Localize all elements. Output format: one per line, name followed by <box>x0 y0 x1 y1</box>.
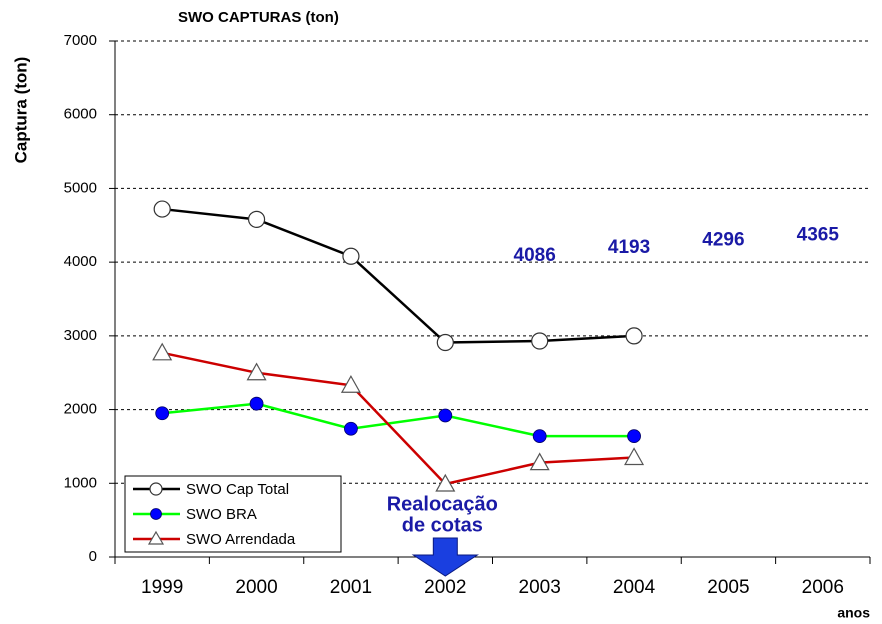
y-tick-label: 0 <box>89 548 97 565</box>
series-line <box>161 351 635 486</box>
annotation-value: 4296 <box>702 229 744 250</box>
point <box>436 333 454 352</box>
point <box>529 452 550 471</box>
point <box>625 327 643 345</box>
point <box>153 200 171 218</box>
point <box>435 473 456 492</box>
y-tick-label: 4000 <box>64 253 97 270</box>
legend-label: SWO Arrendada <box>186 531 296 548</box>
point <box>247 210 266 228</box>
x-axis-label: anos <box>837 605 870 621</box>
callout-text: Realocação <box>387 493 498 515</box>
x-tick-label: 2005 <box>707 577 749 598</box>
legend-marker <box>147 530 165 545</box>
series-line <box>162 207 635 344</box>
legend-marker <box>149 482 163 496</box>
y-axis-label: Captura (ton) <box>11 57 30 164</box>
chart-title: SWO CAPTURAS (ton) <box>178 9 339 26</box>
x-tick-label: 2003 <box>519 577 561 598</box>
y-tick-label: 1000 <box>64 474 97 491</box>
point <box>340 375 361 393</box>
point <box>531 332 549 350</box>
x-tick-label: 2000 <box>235 577 277 598</box>
y-tick-label: 7000 <box>64 32 97 49</box>
point <box>627 429 641 444</box>
point <box>246 362 267 381</box>
point <box>342 247 360 265</box>
point <box>532 429 547 444</box>
point <box>438 408 453 423</box>
y-tick-label: 2000 <box>64 401 97 418</box>
point <box>152 342 173 361</box>
y-tick-label: 5000 <box>64 179 97 196</box>
legend: SWO Cap Total SWO BRA SWO Arrendada <box>124 475 342 553</box>
legend-label: SWO Cap Total <box>186 481 289 498</box>
x-tick-label: 2004 <box>613 577 656 598</box>
legend-marker <box>150 508 162 520</box>
callout-text: de cotas <box>402 514 483 536</box>
point <box>624 447 645 466</box>
x-tick-label: 2006 <box>802 577 844 598</box>
legend-label: SWO BRA <box>186 506 257 523</box>
y-tick-label: 6000 <box>64 106 97 123</box>
point <box>344 421 358 436</box>
x-tick-label: 2002 <box>424 577 466 598</box>
point <box>249 396 264 411</box>
annotation-value: 4193 <box>608 237 650 258</box>
annotation-value: 4086 <box>514 245 556 266</box>
annotation-value: 4365 <box>797 224 840 245</box>
x-tick-label: 1999 <box>141 577 183 598</box>
y-tick-label: 3000 <box>64 327 97 344</box>
x-tick-label: 2001 <box>330 577 372 598</box>
series-line <box>162 402 635 438</box>
point <box>155 406 170 421</box>
callout-arrow <box>411 537 479 577</box>
